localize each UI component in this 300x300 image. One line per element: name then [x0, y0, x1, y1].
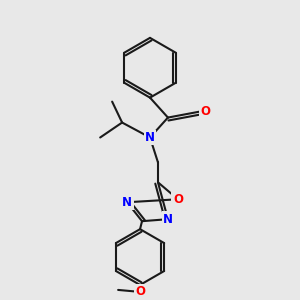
Text: N: N [122, 196, 132, 209]
Text: N: N [163, 213, 173, 226]
Text: O: O [135, 285, 145, 298]
Text: O: O [173, 193, 183, 206]
Text: N: N [145, 131, 155, 144]
Text: O: O [201, 105, 211, 118]
